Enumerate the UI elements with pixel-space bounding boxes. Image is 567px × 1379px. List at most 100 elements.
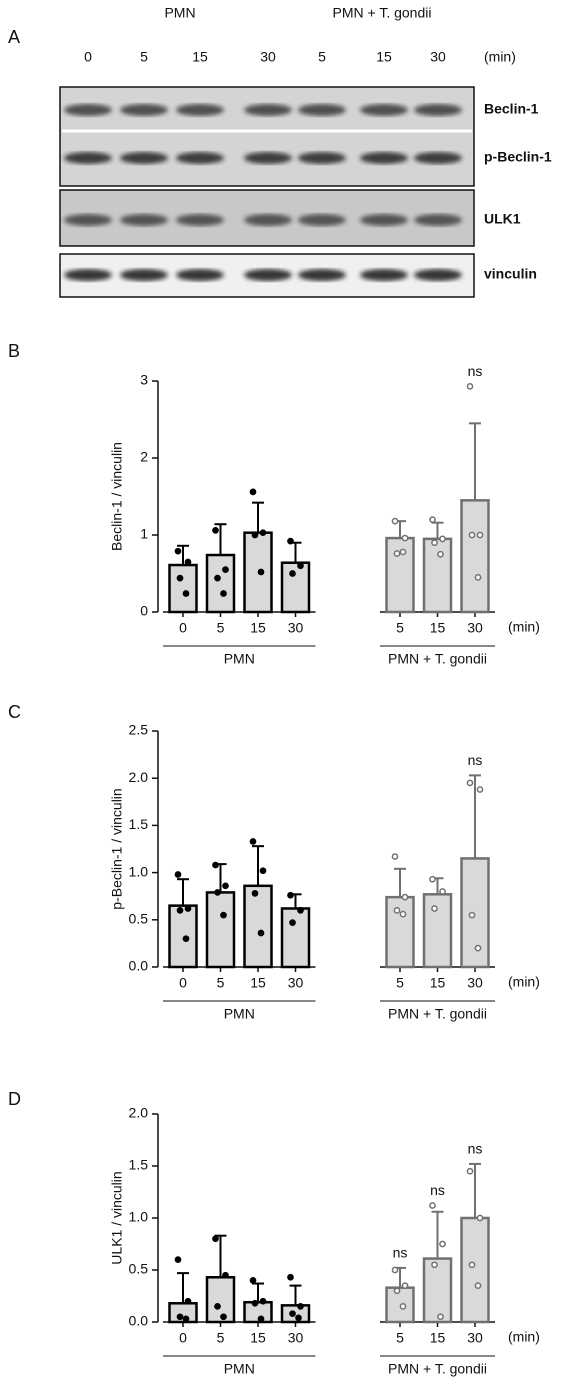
bar xyxy=(385,895,415,969)
x-tick-label: 0 xyxy=(179,975,187,991)
data-point xyxy=(437,1313,444,1321)
y-tick-label: 1.5 xyxy=(129,816,149,832)
x-tick-label: 15 xyxy=(250,1330,266,1346)
data-point xyxy=(184,558,192,566)
band xyxy=(176,152,224,164)
y-tick-label: 0.0 xyxy=(129,958,149,974)
data-point xyxy=(251,1299,259,1307)
data-point xyxy=(401,534,409,542)
data-point xyxy=(174,1256,182,1263)
lane-label: 15 xyxy=(376,49,392,65)
x-tick-label: 30 xyxy=(467,1330,483,1346)
data-point xyxy=(222,882,229,890)
data-point xyxy=(220,1313,227,1321)
bar xyxy=(280,907,311,969)
y-axis-label: Beclin-1 / vinculin xyxy=(109,442,125,551)
panel-label: C xyxy=(8,702,21,722)
y-tick-label: 2.0 xyxy=(129,1105,149,1121)
data-point xyxy=(439,888,446,895)
data-point xyxy=(182,590,190,597)
x-tick-label: 15 xyxy=(430,975,446,991)
data-point xyxy=(429,1202,436,1209)
data-point xyxy=(249,1277,257,1284)
annotation: ns xyxy=(468,1141,483,1157)
data-point xyxy=(391,517,399,525)
data-point xyxy=(437,550,444,558)
y-tick-label: 2.5 xyxy=(129,722,149,738)
band xyxy=(244,104,292,116)
y-tick-label: 0.0 xyxy=(129,1313,149,1329)
data-point xyxy=(474,944,482,952)
band xyxy=(298,269,346,281)
x-tick-label: 0 xyxy=(179,620,187,636)
data-point xyxy=(212,527,219,534)
band xyxy=(244,152,292,164)
band xyxy=(360,152,408,164)
band xyxy=(64,269,112,281)
data-point xyxy=(259,529,267,537)
y-tick-label: 0 xyxy=(140,603,148,619)
data-point xyxy=(297,562,304,570)
data-point xyxy=(401,1282,409,1289)
data-point xyxy=(468,911,476,919)
x-unit: (min) xyxy=(508,1329,540,1345)
bar xyxy=(205,1276,236,1324)
band xyxy=(120,214,168,226)
data-point xyxy=(214,574,221,582)
data-point xyxy=(468,531,476,539)
band xyxy=(64,214,112,226)
band xyxy=(120,269,168,281)
x-unit: (min) xyxy=(508,974,540,990)
y-tick-label: 1.0 xyxy=(129,863,149,879)
group-label: PMN xyxy=(224,651,255,667)
data-point xyxy=(184,1297,192,1305)
x-tick-label: 30 xyxy=(467,975,483,991)
band xyxy=(298,152,346,164)
band xyxy=(298,104,346,116)
data-point xyxy=(391,853,399,860)
data-point xyxy=(259,1297,267,1305)
data-point xyxy=(431,1261,438,1269)
data-point xyxy=(174,547,182,555)
annotation: ns xyxy=(430,1182,445,1198)
y-axis-label: ULK1 / vinculin xyxy=(109,1171,125,1264)
data-point xyxy=(466,383,474,390)
band xyxy=(120,104,168,116)
panel-label: B xyxy=(8,341,20,361)
data-point xyxy=(287,537,294,545)
band xyxy=(176,269,224,281)
data-point xyxy=(439,1240,446,1248)
data-point xyxy=(214,889,221,896)
lane-label: 30 xyxy=(430,49,446,65)
x-tick-label: 30 xyxy=(288,1330,304,1346)
lane-label: 5 xyxy=(318,49,326,65)
data-point xyxy=(295,1314,302,1322)
bar xyxy=(460,857,490,969)
data-point xyxy=(287,1273,294,1281)
group-label: PMN xyxy=(224,1006,255,1022)
bar xyxy=(168,563,198,614)
data-point xyxy=(212,861,219,869)
group-label: PMN + T. gondii xyxy=(388,651,487,667)
data-point xyxy=(429,516,436,523)
data-point xyxy=(174,871,182,878)
data-point xyxy=(289,570,296,577)
band xyxy=(360,104,408,116)
data-point xyxy=(476,531,484,539)
x-tick-label: 30 xyxy=(288,620,304,636)
bar xyxy=(422,1257,453,1324)
data-point xyxy=(249,488,257,496)
x-tick-label: 5 xyxy=(217,975,225,991)
band xyxy=(414,104,462,116)
y-tick-label: 0.5 xyxy=(129,911,149,927)
data-point xyxy=(251,531,259,539)
annotation: ns xyxy=(393,1245,408,1261)
y-tick-label: 1.5 xyxy=(129,1157,149,1173)
data-point xyxy=(289,1310,296,1318)
x-tick-label: 5 xyxy=(396,620,404,636)
lane-label: 15 xyxy=(192,49,208,65)
data-point xyxy=(399,910,407,918)
blot-box xyxy=(59,86,475,187)
data-point xyxy=(399,548,407,556)
